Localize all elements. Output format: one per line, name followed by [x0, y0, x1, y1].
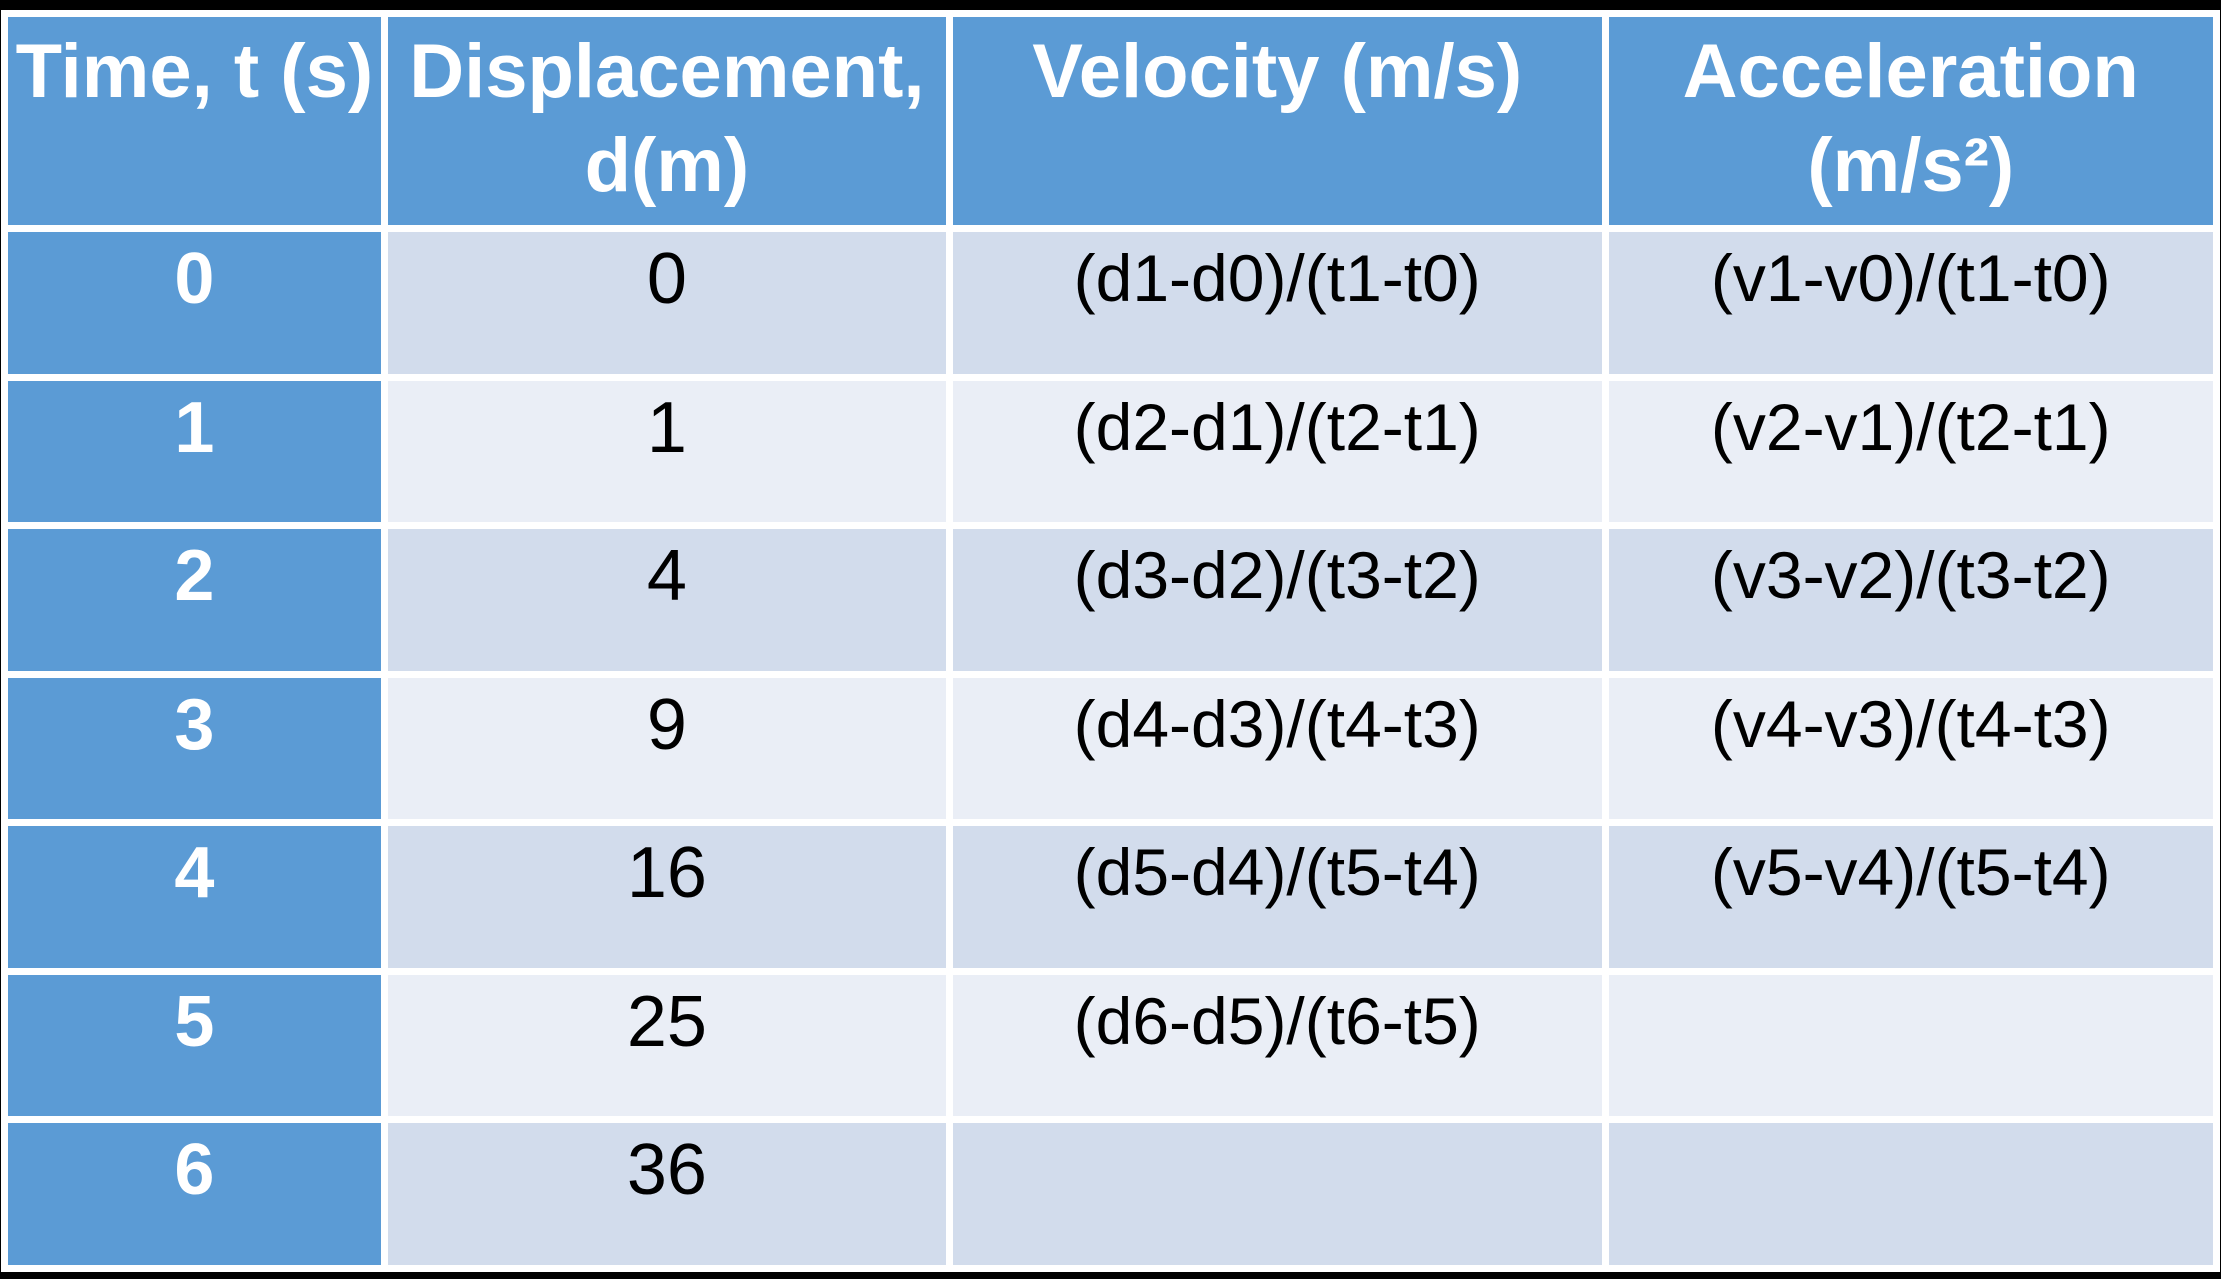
cell-displacement-6: 36 — [387, 1123, 946, 1265]
table-row-3: 3 9 (d4-d3)/(t4-t3) (v4-v3)/(t4-t3) — [8, 677, 2213, 820]
cell-time-2: 2 — [8, 529, 381, 671]
cell-time-0: 0 — [8, 232, 381, 374]
cell-velocity-6 — [952, 1123, 1602, 1265]
cell-displacement-4: 16 — [387, 826, 946, 968]
header-time-line1: Time, t (s) — [15, 29, 374, 114]
header-time: Time, t (s) — [8, 17, 381, 225]
kinematics-table: Time, t (s) Displacement, d(m) Velocity … — [1, 10, 2220, 1272]
cell-displacement-0: 0 — [387, 232, 946, 374]
cell-velocity-3: (d4-d3)/(t4-t3) — [952, 677, 1602, 820]
header-displacement-line1: Displacement, — [409, 29, 925, 114]
cell-time-3: 3 — [8, 677, 381, 820]
cell-displacement-1: 1 — [387, 380, 946, 523]
cell-acceleration-2: (v3-v2)/(t3-t2) — [1608, 529, 2213, 671]
table-row-5: 5 25 (d6-d5)/(t6-t5) — [8, 974, 2213, 1117]
cell-velocity-5: (d6-d5)/(t6-t5) — [952, 974, 1602, 1117]
cell-time-1: 1 — [8, 380, 381, 523]
header-row: Time, t (s) Displacement, d(m) Velocity … — [8, 17, 2213, 225]
cell-time-4: 4 — [8, 826, 381, 968]
table-row-4: 4 16 (d5-d4)/(t5-t4) (v5-v4)/(t5-t4) — [8, 826, 2213, 968]
cell-velocity-4: (d5-d4)/(t5-t4) — [952, 826, 1602, 968]
cell-time-6: 6 — [8, 1123, 381, 1265]
cell-displacement-2: 4 — [387, 529, 946, 671]
cell-velocity-2: (d3-d2)/(t3-t2) — [952, 529, 1602, 671]
header-velocity-line1: Velocity (m/s) — [1032, 29, 1523, 114]
table-row-6: 6 36 — [8, 1123, 2213, 1265]
table-row-1: 1 1 (d2-d1)/(t2-t1) (v2-v1)/(t2-t1) — [8, 380, 2213, 523]
header-displacement-line2: d(m) — [584, 123, 750, 209]
header-velocity: Velocity (m/s) — [952, 17, 1602, 225]
table-row-0: 0 0 (d1-d0)/(t1-t0) (v1-v0)/(t1-t0) — [8, 232, 2213, 374]
cell-displacement-5: 25 — [387, 974, 946, 1117]
header-acceleration-line1: Acceleration — [1682, 29, 2139, 114]
cell-displacement-3: 9 — [387, 677, 946, 820]
cell-acceleration-5 — [1608, 974, 2213, 1117]
header-displacement: Displacement, d(m) — [387, 17, 946, 225]
cell-acceleration-6 — [1608, 1123, 2213, 1265]
header-acceleration: Acceleration (m/s²) — [1608, 17, 2213, 225]
cell-velocity-0: (d1-d0)/(t1-t0) — [952, 232, 1602, 374]
table-row-2: 2 4 (d3-d2)/(t3-t2) (v3-v2)/(t3-t2) — [8, 529, 2213, 671]
cell-acceleration-3: (v4-v3)/(t4-t3) — [1608, 677, 2213, 820]
header-acceleration-line2: (m/s²) — [1807, 123, 2015, 209]
cell-acceleration-4: (v5-v4)/(t5-t4) — [1608, 826, 2213, 968]
cell-acceleration-1: (v2-v1)/(t2-t1) — [1608, 380, 2213, 523]
cell-velocity-1: (d2-d1)/(t2-t1) — [952, 380, 1602, 523]
cell-acceleration-0: (v1-v0)/(t1-t0) — [1608, 232, 2213, 374]
cell-time-5: 5 — [8, 974, 381, 1117]
